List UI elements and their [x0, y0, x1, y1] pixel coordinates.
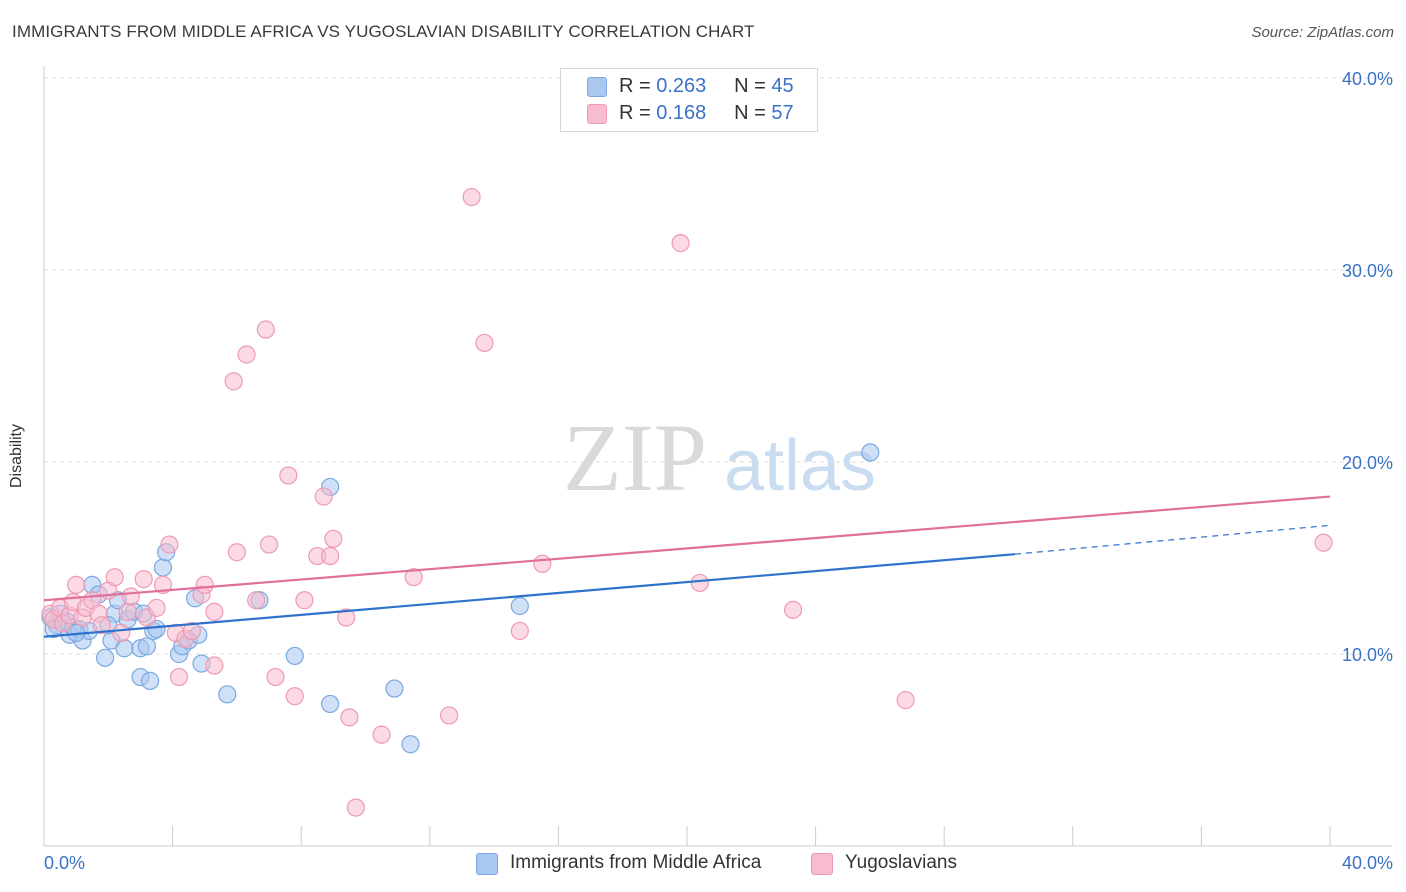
- point-yugoslavian: [247, 591, 266, 610]
- point-yugoslavian: [321, 546, 340, 566]
- correlation-legend: R = 0.263 N = 45 R = 0.168 N = 57: [560, 68, 818, 132]
- legend-label-yugoslavians: Yugoslavians: [845, 852, 957, 873]
- point-yugoslavian: [1314, 533, 1333, 552]
- point-yugoslavian: [121, 587, 140, 606]
- chart-title: IMMIGRANTS FROM MIDDLE AFRICA VS YUGOSLA…: [12, 22, 755, 41]
- trend-line-middle-africa: [43, 553, 1016, 638]
- n-label: N =: [734, 75, 766, 97]
- source-label[interactable]: Source: ZipAtlas.com: [1251, 24, 1394, 41]
- point-yugoslavian: [337, 608, 356, 627]
- point-yugoslavian: [205, 656, 224, 675]
- data-points: [41, 187, 1333, 817]
- point-yugoslavian: [690, 573, 709, 593]
- point-yugoslavian: [227, 543, 246, 562]
- watermark: ZIP atlas: [563, 404, 876, 511]
- n-value-middle-africa: 45: [771, 75, 794, 97]
- point-middle-africa: [510, 596, 529, 616]
- point-yugoslavian: [118, 602, 137, 621]
- legend-swatch-pink: [811, 853, 833, 875]
- y-tick-label: 10.0%: [1342, 645, 1393, 665]
- point-yugoslavian: [134, 570, 153, 589]
- point-middle-africa: [218, 685, 237, 704]
- n-label: N =: [734, 102, 766, 124]
- point-middle-africa: [385, 679, 404, 698]
- r-label: R =: [619, 75, 651, 97]
- r-label: R =: [619, 102, 651, 124]
- point-middle-africa: [95, 648, 115, 667]
- point-yugoslavian: [195, 575, 214, 594]
- point-yugoslavian: [404, 568, 423, 587]
- point-yugoslavian: [259, 535, 279, 554]
- point-yugoslavian: [153, 575, 173, 594]
- point-yugoslavian: [205, 602, 224, 621]
- r-value-middle-africa: 0.263: [656, 75, 707, 97]
- point-middle-africa: [153, 558, 173, 577]
- x-tick-label-end: 40.0%: [1342, 853, 1393, 873]
- point-yugoslavian: [372, 725, 391, 744]
- point-yugoslavian: [256, 320, 275, 339]
- point-yugoslavian: [324, 529, 343, 548]
- legend-swatch-pink: [587, 104, 607, 124]
- point-yugoslavian: [279, 466, 298, 485]
- point-yugoslavian: [92, 616, 111, 635]
- point-middle-africa: [285, 646, 304, 666]
- legend-swatch-blue: [587, 77, 607, 97]
- point-yugoslavian: [340, 708, 359, 727]
- point-yugoslavian: [105, 568, 124, 587]
- tick-labels: 10.0% 20.0% 30.0% 40.0% 0.0% 40.0%: [44, 69, 1393, 873]
- gridlines: [44, 77, 1392, 655]
- point-yugoslavian: [295, 591, 314, 610]
- legend-label-middle-africa: Immigrants from Middle Africa: [510, 852, 762, 873]
- watermark-zip: ZIP: [563, 404, 707, 511]
- x-tick-label-start: 0.0%: [44, 853, 85, 873]
- point-yugoslavian: [160, 535, 179, 554]
- point-middle-africa: [137, 637, 156, 656]
- point-yugoslavian: [510, 621, 529, 641]
- point-yugoslavian: [475, 333, 494, 353]
- point-yugoslavian: [224, 372, 243, 391]
- point-yugoslavian: [533, 554, 552, 573]
- point-yugoslavian: [147, 598, 166, 618]
- r-value-yugoslavians: 0.168: [656, 102, 707, 124]
- point-yugoslavian: [112, 623, 131, 642]
- point-yugoslavian: [439, 706, 459, 725]
- point-yugoslavian: [285, 687, 304, 706]
- point-yugoslavian: [237, 345, 256, 364]
- point-yugoslavian: [169, 667, 189, 687]
- point-middle-africa: [861, 443, 880, 462]
- trend-line-yugoslavians: [43, 495, 1331, 602]
- legend-swatch-blue: [476, 853, 498, 875]
- point-middle-africa: [115, 639, 134, 658]
- point-middle-africa: [401, 735, 420, 754]
- trend-lines: [43, 495, 1331, 638]
- trend-line-middle-africa-extension: [1014, 524, 1331, 555]
- point-middle-africa: [140, 671, 160, 690]
- point-yugoslavian: [67, 575, 86, 594]
- point-yugoslavian: [671, 234, 690, 253]
- axes: [43, 66, 1392, 847]
- y-tick-label: 20.0%: [1342, 453, 1393, 473]
- point-yugoslavian: [266, 667, 285, 687]
- point-yugoslavian: [783, 600, 803, 619]
- n-value-yugoslavians: 57: [771, 102, 794, 124]
- point-yugoslavian: [462, 187, 481, 207]
- y-tick-label: 40.0%: [1342, 69, 1393, 89]
- point-yugoslavian: [896, 690, 915, 710]
- point-yugoslavian: [346, 798, 365, 817]
- point-yugoslavian: [314, 487, 333, 506]
- point-yugoslavian: [182, 621, 201, 641]
- y-tick-label: 30.0%: [1342, 261, 1393, 281]
- watermark-atlas: atlas: [724, 426, 876, 506]
- point-middle-africa: [321, 694, 340, 714]
